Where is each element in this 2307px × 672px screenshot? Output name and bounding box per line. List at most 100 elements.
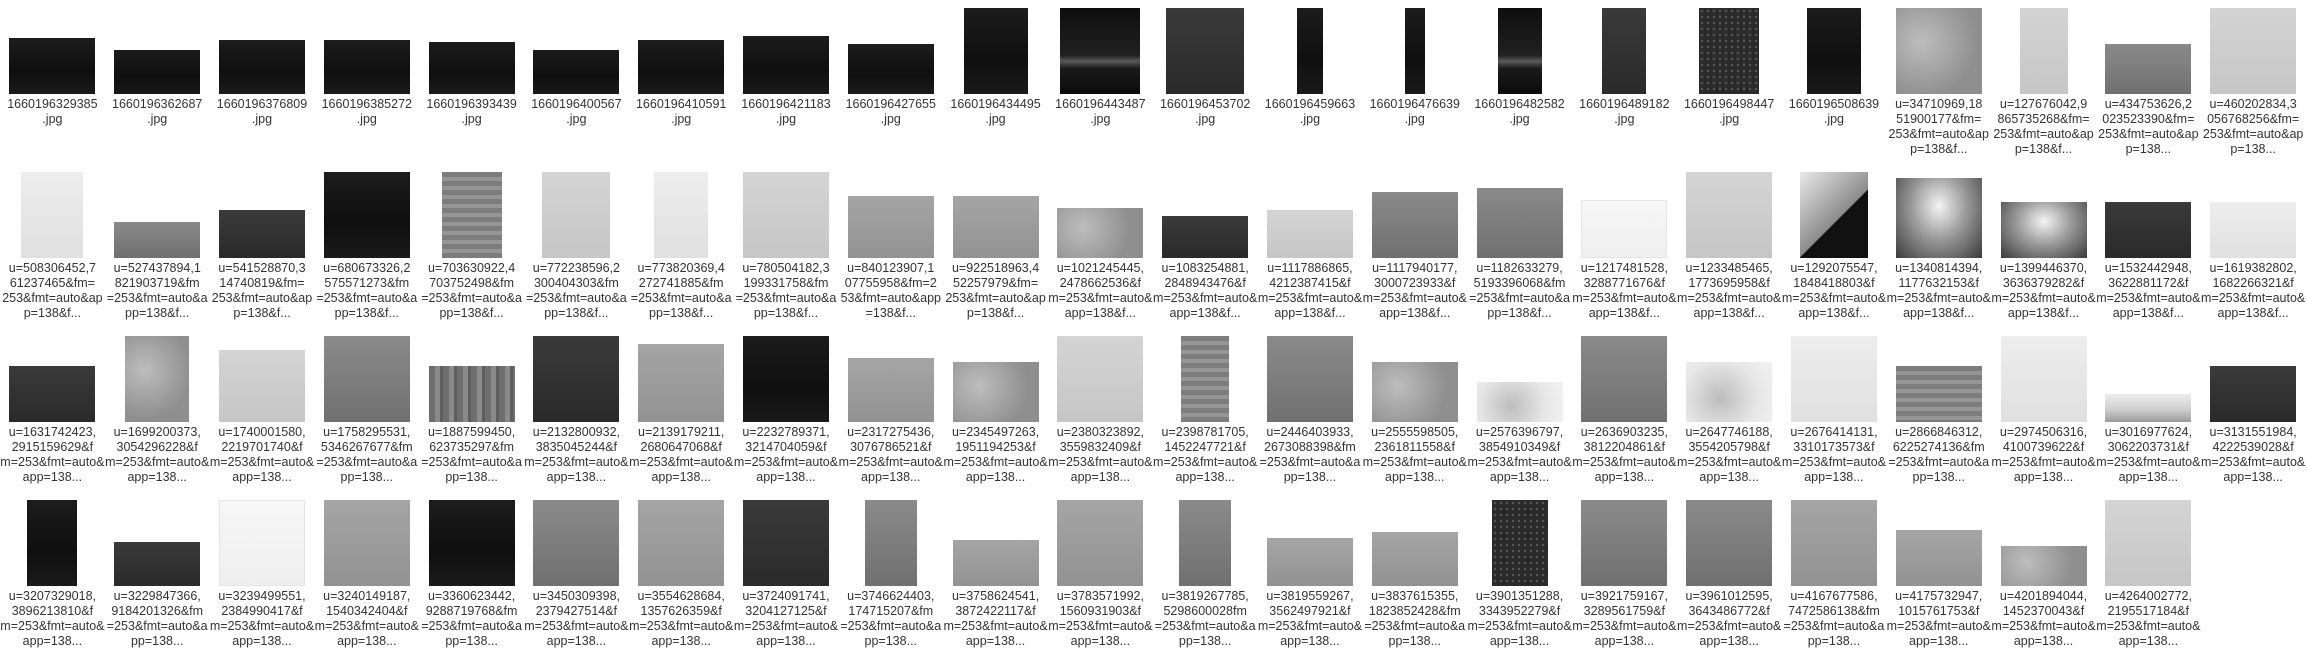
file-item[interactable]: u=2866846312, 6225274136&fm =253&fmt=auto&… — [1886, 334, 1991, 498]
file-item[interactable]: u=840123907,1 07755958&fm=2 53&fmt=auto&ap… — [838, 170, 943, 334]
file-item[interactable]: u=1532442948, 3622881172&f m=253&fmt=auto&… — [2096, 170, 2201, 334]
file-item[interactable]: 1660196362687 .jpg — [105, 6, 210, 170]
file-item[interactable]: u=3360623442, 9288719768&fm =253&fmt=auto&… — [419, 498, 524, 662]
file-item[interactable]: 1660196393439 .jpg — [419, 6, 524, 170]
file-item[interactable]: u=3239499551, 2384990417&f m=253&fmt=auto&… — [210, 498, 315, 662]
file-item[interactable]: u=3758624541, 3872422117&f m=253&fmt=auto&… — [943, 498, 1048, 662]
image-thumbnail — [9, 38, 96, 94]
file-item[interactable]: 1660196400567 .jpg — [524, 6, 629, 170]
file-item[interactable]: u=2555598505, 2361811558&f m=253&fmt=auto&… — [1362, 334, 1467, 498]
file-item[interactable]: 1660196376809 .jpg — [210, 6, 315, 170]
file-item[interactable]: u=2345497263, 1951194253&f m=253&fmt=auto&… — [943, 334, 1048, 498]
file-item[interactable]: u=922518963,4 52257979&fm= 253&fmt=auto&ap… — [943, 170, 1048, 334]
file-item[interactable]: u=460202834,3 056768256&fm= 253&fmt=auto&a… — [2201, 6, 2306, 170]
file-item[interactable]: u=1631742423, 2915159629&f m=253&fmt=auto&… — [0, 334, 105, 498]
file-item[interactable]: u=3961012595, 3643486772&f m=253&fmt=auto&… — [1677, 498, 1782, 662]
file-item[interactable]: u=3229847366, 9184201326&fm =253&fmt=auto&… — [105, 498, 210, 662]
file-item[interactable]: u=4167677586, 7472586138&fm =253&fmt=auto&… — [1782, 498, 1887, 662]
file-item[interactable]: u=1182633279, 5193396068&fm =253&fmt=auto&… — [1467, 170, 1572, 334]
file-item[interactable]: u=2576396797, 3854910349&f m=253&fmt=auto&… — [1467, 334, 1572, 498]
file-item[interactable]: u=780504182,3 199331758&fm =253&fmt=auto&a… — [734, 170, 839, 334]
file-item[interactable]: u=2676414131, 3310173573&f m=253&fmt=auto&… — [1782, 334, 1887, 498]
file-item[interactable]: 1660196498447 .jpg — [1677, 6, 1782, 170]
file-name-line: 1773695958&f — [1688, 276, 1770, 290]
file-item[interactable]: u=3450309398, 2379427514&f m=253&fmt=auto&… — [524, 498, 629, 662]
file-item[interactable]: u=127676042,9 865735268&fm= 253&fmt=auto&a… — [1991, 6, 2096, 170]
file-item[interactable]: 1660196427655 .jpg — [838, 6, 943, 170]
file-item[interactable]: u=1117940177, 3000723933&f m=253&fmt=auto&… — [1362, 170, 1467, 334]
file-item[interactable]: 1660196476639 .jpg — [1362, 6, 1467, 170]
file-item[interactable]: u=1021245445, 2478662536&f m=253&fmt=auto&… — [1048, 170, 1153, 334]
file-item[interactable]: u=1758295531, 5346267677&fm =253&fmt=auto&… — [314, 334, 419, 498]
file-item[interactable]: u=2446403933, 2673088398&fm =253&fmt=auto&… — [1258, 334, 1363, 498]
file-item[interactable]: u=1117886865, 4212387415&f m=253&fmt=auto&… — [1258, 170, 1363, 334]
file-item[interactable]: u=508306452,7 61237465&fm= 253&fmt=auto&ap… — [0, 170, 105, 334]
file-item[interactable]: u=772238596,2 300404303&fm =253&fmt=auto&a… — [524, 170, 629, 334]
file-name-line: m=253&fmt=auto&app=138... — [1886, 619, 1991, 648]
file-item[interactable]: 1660196482582 .jpg — [1467, 6, 1572, 170]
file-item[interactable]: u=3724091741, 3204127125&f m=253&fmt=auto&… — [734, 498, 839, 662]
file-item[interactable]: u=3819267785, 5298600028fm =253&fmt=auto&a… — [1153, 498, 1258, 662]
file-item[interactable]: u=3131551984, 4222539028&f m=253&fmt=auto&… — [2201, 334, 2306, 498]
file-item[interactable]: u=1292075547, 1848418803&f m=253&fmt=auto&… — [1782, 170, 1887, 334]
file-item[interactable]: u=527437894,1 821903719&fm =253&fmt=auto&a… — [105, 170, 210, 334]
file-item[interactable]: u=2317275436, 3076786521&f m=253&fmt=auto&… — [838, 334, 943, 498]
file-item[interactable]: u=34710969,18 51900177&fm= 253&fmt=auto&ap… — [1886, 6, 1991, 170]
file-item[interactable]: u=1699200373, 3054296228&f m=253&fmt=auto&… — [105, 334, 210, 498]
file-item[interactable]: u=1399446370, 3636379282&f m=253&fmt=auto&… — [1991, 170, 2096, 334]
file-item[interactable]: 1660196508639 .jpg — [1782, 6, 1887, 170]
file-item[interactable]: u=541528870,3 14740819&fm= 253&fmt=auto&ap… — [210, 170, 315, 334]
file-name-line: .jpg — [566, 112, 587, 126]
file-item[interactable]: 1660196443487 .jpg — [1048, 6, 1153, 170]
file-name-line: .jpg — [1719, 112, 1740, 126]
file-item[interactable]: u=3746624403, 174715207&fm =253&fmt=auto&a… — [838, 498, 943, 662]
file-item[interactable]: u=1083254881, 2848943476&f m=253&fmt=auto&… — [1153, 170, 1258, 334]
file-item[interactable]: 1660196421183 .jpg — [734, 6, 839, 170]
file-item[interactable]: u=3783571992, 1560931903&f m=253&fmt=auto&… — [1048, 498, 1153, 662]
file-item[interactable]: u=680673326,2 575571273&fm =253&fmt=auto&a… — [314, 170, 419, 334]
file-item[interactable]: u=4175732947, 1015761753&f m=253&fmt=auto&… — [1886, 498, 1991, 662]
file-item[interactable]: u=2139179211, 2680647068&f m=253&fmt=auto&… — [629, 334, 734, 498]
file-name-line: =253&fmt=auto&app=138&f... — [106, 291, 208, 320]
file-item[interactable]: 1660196385272 .jpg — [314, 6, 419, 170]
file-item[interactable]: u=4201894044, 1452370043&f m=253&fmt=auto&… — [1991, 498, 2096, 662]
file-item[interactable]: u=3016977624, 3062203731&f m=253&fmt=auto&… — [2096, 334, 2201, 498]
file-item[interactable]: u=3207329018, 3896213810&f m=253&fmt=auto&… — [0, 498, 105, 662]
file-item[interactable]: u=434753626,2 023523390&fm= 253&fmt=auto&a… — [2096, 6, 2201, 170]
file-name-line: 253&fmt=auto&app=138&f... — [945, 291, 1046, 320]
file-item[interactable]: u=3837615355, 1823852428&fm =253&fmt=auto&… — [1362, 498, 1467, 662]
file-item[interactable]: u=2636903235, 3812204861&f m=253&fmt=auto&… — [1572, 334, 1677, 498]
file-item[interactable]: u=3240149187, 1540342404&f m=253&fmt=auto&… — [314, 498, 419, 662]
thumbnail-frame — [1258, 334, 1363, 422]
file-item[interactable]: 1660196453702 .jpg — [1153, 6, 1258, 170]
file-item[interactable]: 1660196489182 .jpg — [1572, 6, 1677, 170]
file-item[interactable]: u=1340814394, 1177632153&f m=253&fmt=auto&… — [1886, 170, 1991, 334]
file-item[interactable]: u=1740001580, 2219701740&f m=253&fmt=auto&… — [210, 334, 315, 498]
file-item[interactable]: u=2232789371, 3214704059&f m=253&fmt=auto&… — [734, 334, 839, 498]
file-item[interactable]: u=1217481528, 3288771676&f m=253&fmt=auto&… — [1572, 170, 1677, 334]
file-item[interactable]: u=2380323892, 3559832409&f m=253&fmt=auto&… — [1048, 334, 1153, 498]
file-item[interactable]: u=2398781705, 1452247721&f m=253&fmt=auto&… — [1153, 334, 1258, 498]
file-name: u=840123907,1 07755958&fm=2 53&fmt=auto&ap… — [838, 261, 943, 321]
file-item[interactable]: u=2132800932, 3835045244&f m=253&fmt=auto&… — [524, 334, 629, 498]
file-item[interactable]: u=3901351288, 3343952279&f m=253&fmt=auto&… — [1467, 498, 1572, 662]
file-item[interactable]: u=1887599450, 623735297&fm =253&fmt=auto&a… — [419, 334, 524, 498]
file-item[interactable]: u=4264002772, 2195517184&f m=253&fmt=auto&… — [2096, 498, 2201, 662]
file-item[interactable]: 1660196329385 .jpg — [0, 6, 105, 170]
file-name: 1660196476639 .jpg — [1362, 97, 1467, 127]
file-item[interactable]: u=1233485465, 1773695958&f m=253&fmt=auto&… — [1677, 170, 1782, 334]
file-item[interactable]: 1660196459663 .jpg — [1258, 6, 1363, 170]
file-name: u=1117886865, 4212387415&f m=253&fmt=auto&… — [1258, 261, 1363, 321]
file-item[interactable]: u=2647746188, 3554205798&f m=253&fmt=auto&… — [1677, 334, 1782, 498]
file-item[interactable]: 1660196434495 .jpg — [943, 6, 1048, 170]
file-item[interactable]: 1660196410591 .jpg — [629, 6, 734, 170]
file-item[interactable]: u=3554628684, 1357626359&f m=253&fmt=auto&… — [629, 498, 734, 662]
file-item[interactable]: u=3921759167, 3289561759&f m=253&fmt=auto&… — [1572, 498, 1677, 662]
file-name-line: u=3131551984, — [2209, 425, 2297, 439]
file-item[interactable]: u=773820369,4 272741885&fm =253&fmt=auto&a… — [629, 170, 734, 334]
file-item[interactable]: u=1619382802, 1682266321&f m=253&fmt=auto&… — [2201, 170, 2306, 334]
file-item[interactable]: u=2974506316, 4100739622&f m=253&fmt=auto&… — [1991, 334, 2096, 498]
file-item[interactable]: u=3819559267, 3562497921&f m=253&fmt=auto&… — [1258, 498, 1363, 662]
file-item[interactable]: u=703630922,4 703752498&fm =253&fmt=auto&a… — [419, 170, 524, 334]
file-name-line: 53&fmt=auto&app=138&f... — [840, 291, 941, 320]
